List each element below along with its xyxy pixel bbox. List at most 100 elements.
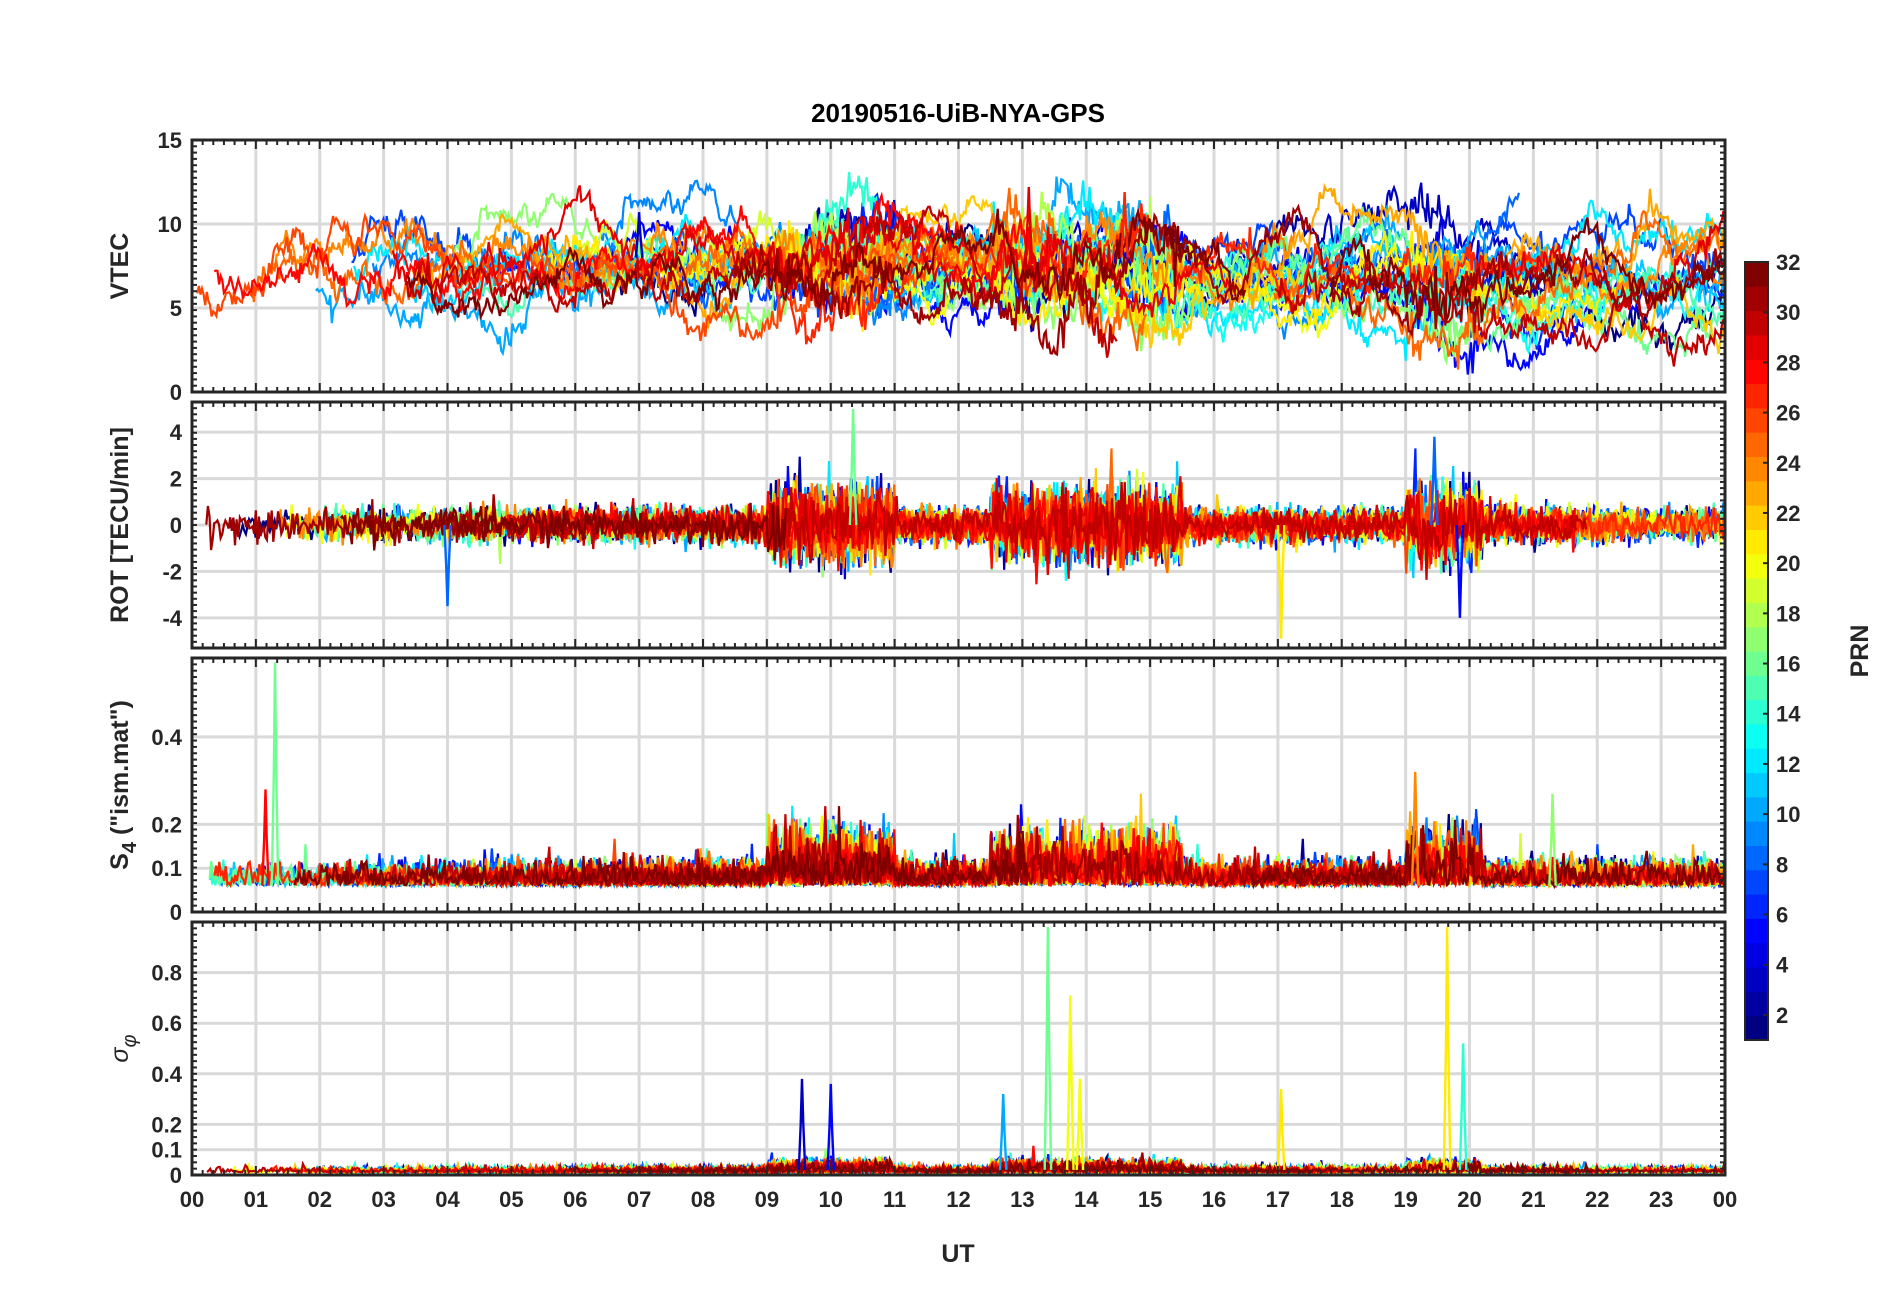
x-tick-label: 09 (755, 1187, 779, 1212)
rot-ytick-label: -2 (162, 559, 182, 584)
peak-prn-5 (826, 1083, 836, 1170)
panel-sigphi: 00.10.2 0.4 0.6 0.8 σφ (106, 920, 1727, 1188)
x-tick-label: 13 (1010, 1187, 1034, 1212)
colorbar-swatch (1745, 334, 1768, 360)
peak-prn-27 (1120, 192, 1129, 258)
peak-prn-17 (1548, 793, 1557, 886)
x-tick-label: 00 (180, 1187, 204, 1212)
rot-ytick-label: 0 (170, 513, 182, 538)
colorbar-swatch (1745, 359, 1768, 385)
x-tick-label: 20 (1457, 1187, 1481, 1212)
x-tick-label: 00 (1713, 1187, 1737, 1212)
colorbar-swatch (1745, 675, 1768, 701)
panel-vtec: 0 5 10 15 VTEC (106, 128, 1727, 405)
panel-s4: 0 0.1 0.2 0.4 S4 ("ism.mat") (106, 656, 1727, 925)
sigphi-ylabel: σφ (106, 1034, 141, 1062)
trace-prn-23 (1235, 182, 1725, 310)
sigphi-grid (192, 922, 1725, 1175)
peak-prn-14 (1458, 1043, 1468, 1170)
peak-prn-29 (1024, 186, 1034, 258)
trace-prn-29 (391, 185, 1237, 318)
peak-prn-16 (270, 662, 280, 886)
rot-ytick-label: 4 (170, 420, 183, 445)
colorbar-swatch (1745, 748, 1768, 774)
panel-rot: -4 -2 0 2 4 ROT [TECU/min] (106, 400, 1727, 650)
rot-ticks (191, 401, 1726, 649)
peak-prn-3 (634, 212, 644, 258)
trace-prn-32 (293, 806, 1029, 889)
colorbar-tick-label: 26 (1776, 401, 1800, 426)
x-tick-label: 07 (627, 1187, 651, 1212)
colorbar-swatch (1745, 821, 1768, 846)
x-tick-label: 23 (1649, 1187, 1673, 1212)
trace-prn-32 (339, 502, 787, 561)
colorbar-swatch (1745, 651, 1768, 676)
chart-title: 20190516-UiB-NYA-GPS (811, 98, 1105, 128)
trace-prn-31 (565, 814, 1410, 890)
x-tick-label: 12 (946, 1187, 970, 1212)
colorbar-frame (1744, 261, 1769, 1041)
s4-traces (208, 662, 1725, 891)
colorbar-swatch (1745, 578, 1768, 603)
x-tick-label: 21 (1521, 1187, 1545, 1212)
s4-ticks (191, 657, 1726, 913)
sigphi-ytick-label: 0.2 (151, 1112, 182, 1137)
colorbar-tick-label: 20 (1776, 551, 1800, 576)
vtec-ticks (191, 139, 1726, 393)
x-axis-label: UT (941, 1240, 974, 1268)
x-tick-label: 03 (371, 1187, 395, 1212)
peak-prn-8 (1430, 436, 1439, 526)
vtec-ytick-label: 15 (158, 128, 182, 153)
trace-prn-32 (567, 1154, 1594, 1175)
colorbar-swatch (1745, 918, 1768, 944)
x-tick-label: 15 (1138, 1187, 1162, 1212)
colorbar-swatch (1745, 796, 1768, 822)
colorbar-tick-label: 10 (1776, 802, 1800, 827)
colorbar-swatch (1745, 262, 1768, 287)
trace-prn-25 (1273, 209, 1725, 370)
colorbar-tick-label: 8 (1776, 852, 1788, 877)
colorbar-tick-label: 22 (1776, 501, 1800, 526)
colorbar-tick-label: 2 (1776, 1003, 1788, 1028)
colorbar-tick-label: 30 (1776, 300, 1800, 325)
peak-prn-21 (1276, 524, 1286, 639)
x-tick-label: 04 (435, 1187, 460, 1212)
colorbar-tick-label: 4 (1776, 953, 1789, 978)
trace-prn-32 (1328, 217, 1725, 323)
x-tick-label: 06 (563, 1187, 587, 1212)
rot-ytick-label: -4 (162, 606, 182, 631)
peak-prn-21 (1442, 927, 1452, 1170)
colorbar-tick-label: 14 (1776, 702, 1801, 727)
x-tick-label: 18 (1330, 1187, 1354, 1212)
x-tick-label: 10 (819, 1187, 843, 1212)
x-tick-label: 01 (244, 1187, 268, 1212)
x-tick-label: 16 (1202, 1187, 1226, 1212)
colorbar-tick-label: 32 (1776, 250, 1800, 275)
vtec-ytick-label: 0 (170, 380, 182, 405)
colorbar-tick-label: 28 (1776, 350, 1800, 375)
x-tick-label: 11 (883, 1187, 906, 1212)
colorbar-tick-label: 12 (1776, 752, 1800, 777)
colorbar-swatch (1745, 772, 1768, 798)
x-tick-label: 05 (499, 1187, 523, 1212)
colorbar-swatch (1745, 894, 1768, 919)
vtec-traces (196, 171, 1725, 375)
x-tick-label: 17 (1266, 1187, 1290, 1212)
x-tick-label: 08 (691, 1187, 715, 1212)
colorbar-swatch (1745, 626, 1768, 652)
rot-traces (205, 408, 1725, 639)
sigphi-ytick-label: 0.4 (151, 1062, 182, 1087)
colorbar-swatch (1745, 845, 1768, 871)
peak-prn-20 (1065, 995, 1075, 1170)
sigphi-ytick-label: 0.1 (151, 1138, 182, 1163)
colorbar-tick-label: 24 (1776, 451, 1801, 476)
vtec-ytick-label: 10 (158, 212, 182, 237)
peak-prn-16 (1043, 927, 1053, 1170)
colorbar-swatch (1745, 553, 1768, 579)
colorbar-label: PRN (1846, 625, 1874, 678)
s4-ytick-label: 0.2 (151, 812, 182, 837)
colorbar-tick-label: 16 (1776, 652, 1800, 677)
